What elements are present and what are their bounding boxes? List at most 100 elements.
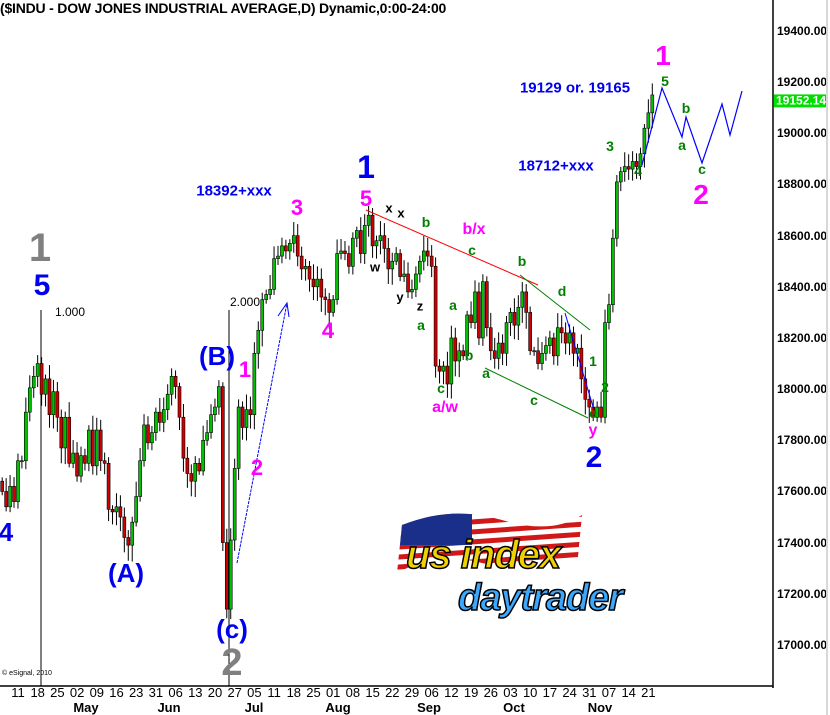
wave-label-g-c1: c (437, 380, 445, 396)
wave-label-z: z (416, 298, 424, 314)
fib-time-label: 1.000 (54, 305, 86, 319)
wave-label-g-b1: b (421, 214, 431, 230)
candle-up (457, 350, 462, 362)
candle-up (630, 161, 635, 170)
candle-up (252, 353, 257, 416)
trendline-upper-red (365, 209, 539, 286)
logo-text-daytrader: daytrader (457, 577, 624, 619)
wave-label-g-a1: a (417, 317, 425, 333)
candle-up (142, 424, 146, 462)
candle-up (165, 393, 170, 410)
candle-up (603, 322, 607, 418)
x-tick-label: 20 (207, 685, 223, 700)
wave-label-w: w (369, 259, 381, 275)
candle-up (496, 342, 501, 359)
candle-down (323, 296, 328, 300)
candle-up (650, 94, 655, 114)
wave-label-g-b2: b (464, 347, 474, 363)
wave-label-blue-B: (B) (198, 341, 236, 371)
wave-label-g-2: 2 (601, 379, 609, 395)
trendline-lower-green (484, 367, 589, 419)
candle-down (559, 327, 564, 334)
candle-up (87, 429, 91, 464)
candle-up (508, 312, 513, 323)
candle-up (232, 468, 237, 541)
x-tick-label: 10 (522, 685, 538, 700)
candle-down (47, 378, 52, 416)
candle-up (441, 365, 446, 372)
candle-up (366, 214, 371, 226)
candle-down (311, 278, 316, 288)
candle-up (449, 337, 454, 385)
projection-path (641, 86, 743, 166)
candle-down (551, 337, 556, 357)
candle-down (185, 457, 190, 474)
candle-down (75, 452, 79, 477)
candle-up (24, 411, 28, 462)
candle-up (244, 409, 249, 428)
y-tick-label: 19000.00 (777, 126, 828, 141)
wave-label-target-2: 18712+xxx (518, 157, 594, 175)
flag-icon (397, 513, 582, 574)
wave-label-g-c3: c (530, 392, 538, 408)
candle-up (35, 363, 40, 377)
candle-up (548, 337, 552, 346)
candle-up (31, 376, 36, 389)
candle-up (236, 406, 241, 469)
x-tick-label: 11 (11, 685, 25, 700)
wave-label-mag-2-nov: 2 (693, 179, 709, 210)
candle-down (386, 248, 391, 270)
candle-up (618, 171, 623, 183)
x-tick-label: 06 (168, 685, 183, 700)
wave-label-mag-2-jul: 2 (250, 455, 264, 480)
candle-down (39, 363, 44, 395)
candle-down (83, 455, 87, 464)
candle-down (189, 473, 194, 482)
month-label: Nov (587, 700, 613, 715)
candle-up (331, 299, 335, 313)
chart-title: ($INDU - DOW JONES INDUSTRIAL AVERAGE,D)… (0, 0, 447, 16)
candle-down (110, 509, 115, 513)
candle-up (414, 273, 418, 290)
candle-up (378, 235, 383, 242)
candle-up (63, 416, 68, 449)
x-tick-label: 05 (247, 685, 262, 700)
candle-down (98, 429, 103, 462)
candle-up (611, 237, 615, 306)
wave-label-gray-1: 1 (28, 226, 52, 270)
candle-down (524, 291, 529, 313)
x-tick-label: 23 (128, 685, 144, 700)
wave-label-target-1: 18392+xxx (196, 182, 272, 200)
candle-up (402, 273, 406, 277)
x-tick-label: 06 (424, 685, 439, 700)
candle-down (382, 235, 387, 249)
logo: us index daytrader (392, 505, 672, 619)
candle-down (587, 399, 592, 408)
wave-label-mag-1-jul: 1 (238, 357, 252, 382)
candle-down (626, 166, 631, 170)
wave-label-g-a3: a (482, 365, 490, 381)
candle-up (646, 112, 651, 129)
wave-label-g-e: e (589, 405, 597, 421)
wave-label-x2: x (397, 205, 405, 221)
candle-up (213, 406, 217, 416)
wave-label-g-a4: a (678, 137, 686, 153)
candle-down (173, 376, 178, 387)
wave-label-mag-3: 3 (290, 195, 304, 220)
wave-label-y-black: y (396, 289, 404, 305)
x-tick-label: 18 (30, 685, 45, 700)
y-tick-label: 19200.00 (777, 75, 828, 90)
candle-up (418, 260, 422, 275)
candle-down (492, 350, 497, 359)
candle-up (134, 496, 138, 523)
x-tick-label: 25 (50, 685, 65, 700)
candle-up (20, 460, 24, 463)
candle-down (118, 506, 123, 518)
x-tick-label: 14 (621, 685, 636, 700)
wave-label-g-b3: b (517, 253, 527, 269)
candle-up (79, 455, 83, 477)
wave-label-mag-5-aug: 5 (359, 186, 373, 211)
candle-down (55, 391, 60, 418)
candle-down (500, 342, 505, 354)
